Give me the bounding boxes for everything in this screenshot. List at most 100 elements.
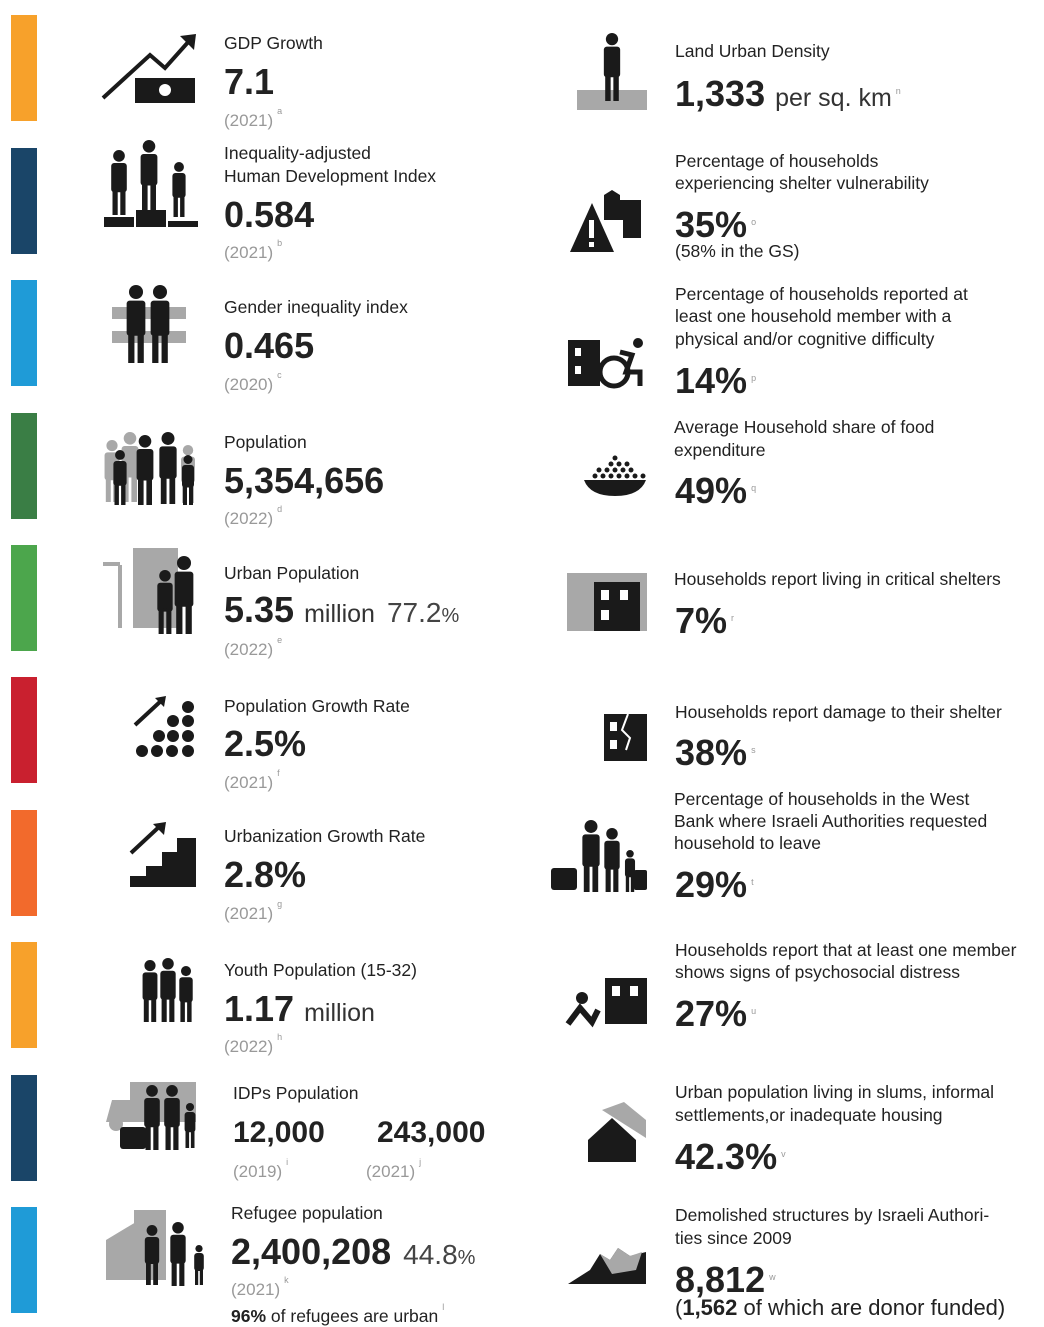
icon-shape (184, 455, 193, 464)
icon-shape (180, 1000, 184, 1022)
value: 7.1 (224, 62, 274, 102)
icon-shape (167, 730, 179, 742)
label: Urban population living in slums, inform… (675, 1081, 994, 1103)
icon-shape (634, 870, 647, 890)
icon-shape (584, 863, 590, 892)
icon-shape (604, 841, 619, 870)
icon-shape (106, 440, 117, 451)
icon-shape (605, 74, 610, 101)
icon-shape (153, 1124, 158, 1150)
icon-shape (147, 1225, 158, 1236)
value: 12,000 (233, 1113, 325, 1153)
footer: 96% of refugees are urbanl (231, 1296, 444, 1327)
icon-shape (146, 477, 152, 505)
icon-shape (613, 74, 618, 101)
icon-shape (582, 834, 599, 866)
icon-shape (604, 47, 620, 78)
icon-shape (589, 220, 594, 238)
footnote: e (277, 635, 282, 645)
footnote: u (751, 1006, 756, 1016)
footnote: l (442, 1302, 444, 1312)
value: 38%s (675, 730, 756, 773)
footnote: q (751, 483, 756, 493)
label: Land Urban Density (675, 40, 830, 62)
value: 0.465 (224, 326, 314, 366)
footnote: t (751, 877, 754, 887)
icon-shape (151, 997, 156, 1022)
icon-shape (169, 475, 175, 504)
label: Human Development Index (224, 165, 436, 187)
icon-shape (617, 474, 622, 479)
icon-shape (161, 475, 167, 504)
value-number: 2,400,208 (231, 1231, 391, 1272)
icon-shape (144, 960, 155, 971)
icon-shape (625, 858, 635, 877)
icon-shape (106, 477, 111, 502)
icon-shape (575, 348, 581, 356)
icon-shape (180, 195, 184, 217)
value-number: 1,333 (675, 73, 765, 114)
icon-shape (592, 863, 598, 892)
icon-shape (610, 722, 617, 731)
year: (2022)d (224, 499, 282, 529)
icon-shape (167, 715, 179, 727)
sub-bold: 1,562 (682, 1295, 737, 1320)
icon-shape (182, 745, 194, 757)
value-number: 7% (675, 600, 727, 641)
icon-shape (176, 603, 182, 634)
icon-shape (633, 338, 643, 348)
value-unit: per sq. km (775, 84, 892, 112)
value: 5,354,656 (224, 461, 384, 501)
icon-shape (146, 1261, 151, 1285)
icon-shape (183, 485, 187, 505)
icon-shape (159, 84, 171, 96)
icon-shape (626, 875, 629, 892)
year-text: (2021) (224, 243, 273, 262)
icon-shape (629, 468, 634, 473)
icon-shape (128, 332, 134, 363)
icon-shape (111, 163, 127, 192)
footnote: i (286, 1157, 288, 1167)
footnote: j (419, 1157, 421, 1167)
footnote: f (277, 768, 280, 778)
icon-shape (631, 875, 634, 892)
icon-shape (138, 477, 144, 505)
label: experiencing shelter vulnerability (675, 172, 929, 194)
icon-shape (157, 583, 172, 612)
icon-shape (621, 468, 626, 473)
icon-shape (120, 1127, 146, 1149)
label: expenditure (674, 439, 765, 461)
label: Demolished structures by Israeli Authori… (675, 1204, 989, 1226)
icon-shape (577, 90, 647, 110)
icon-shape (630, 986, 638, 996)
icon-shape (606, 33, 618, 45)
icon-shape (166, 608, 171, 634)
icon-shape (181, 966, 191, 976)
label: ties since 2009 (675, 1227, 792, 1249)
icon-shape (129, 285, 143, 299)
value-number: 2.8% (224, 854, 306, 895)
icon-shape (104, 217, 134, 227)
year: (2022)h (224, 1027, 282, 1057)
icon-shape (601, 610, 609, 620)
icon-shape (138, 332, 144, 363)
footnote: p (751, 373, 756, 383)
icon-shape (152, 332, 158, 363)
icon-shape (594, 582, 640, 631)
icon-shape (153, 285, 167, 299)
icon-shape (186, 1103, 194, 1111)
icon-shape (174, 162, 184, 172)
icon-shape (120, 189, 125, 215)
value-number: 49% (675, 470, 747, 511)
label: Urbanization Growth Rate (224, 825, 425, 847)
icon-shape (174, 195, 178, 217)
label: GDP Growth (224, 32, 323, 54)
icon-shape (121, 483, 125, 505)
icon-shape (162, 332, 168, 363)
icon-shape (141, 154, 158, 186)
icon-shape (568, 1008, 598, 1024)
value-number: 5,354,656 (224, 460, 384, 501)
year-text: (2020) (224, 375, 273, 394)
footnote: b (277, 238, 282, 248)
icon-shape (112, 307, 186, 319)
